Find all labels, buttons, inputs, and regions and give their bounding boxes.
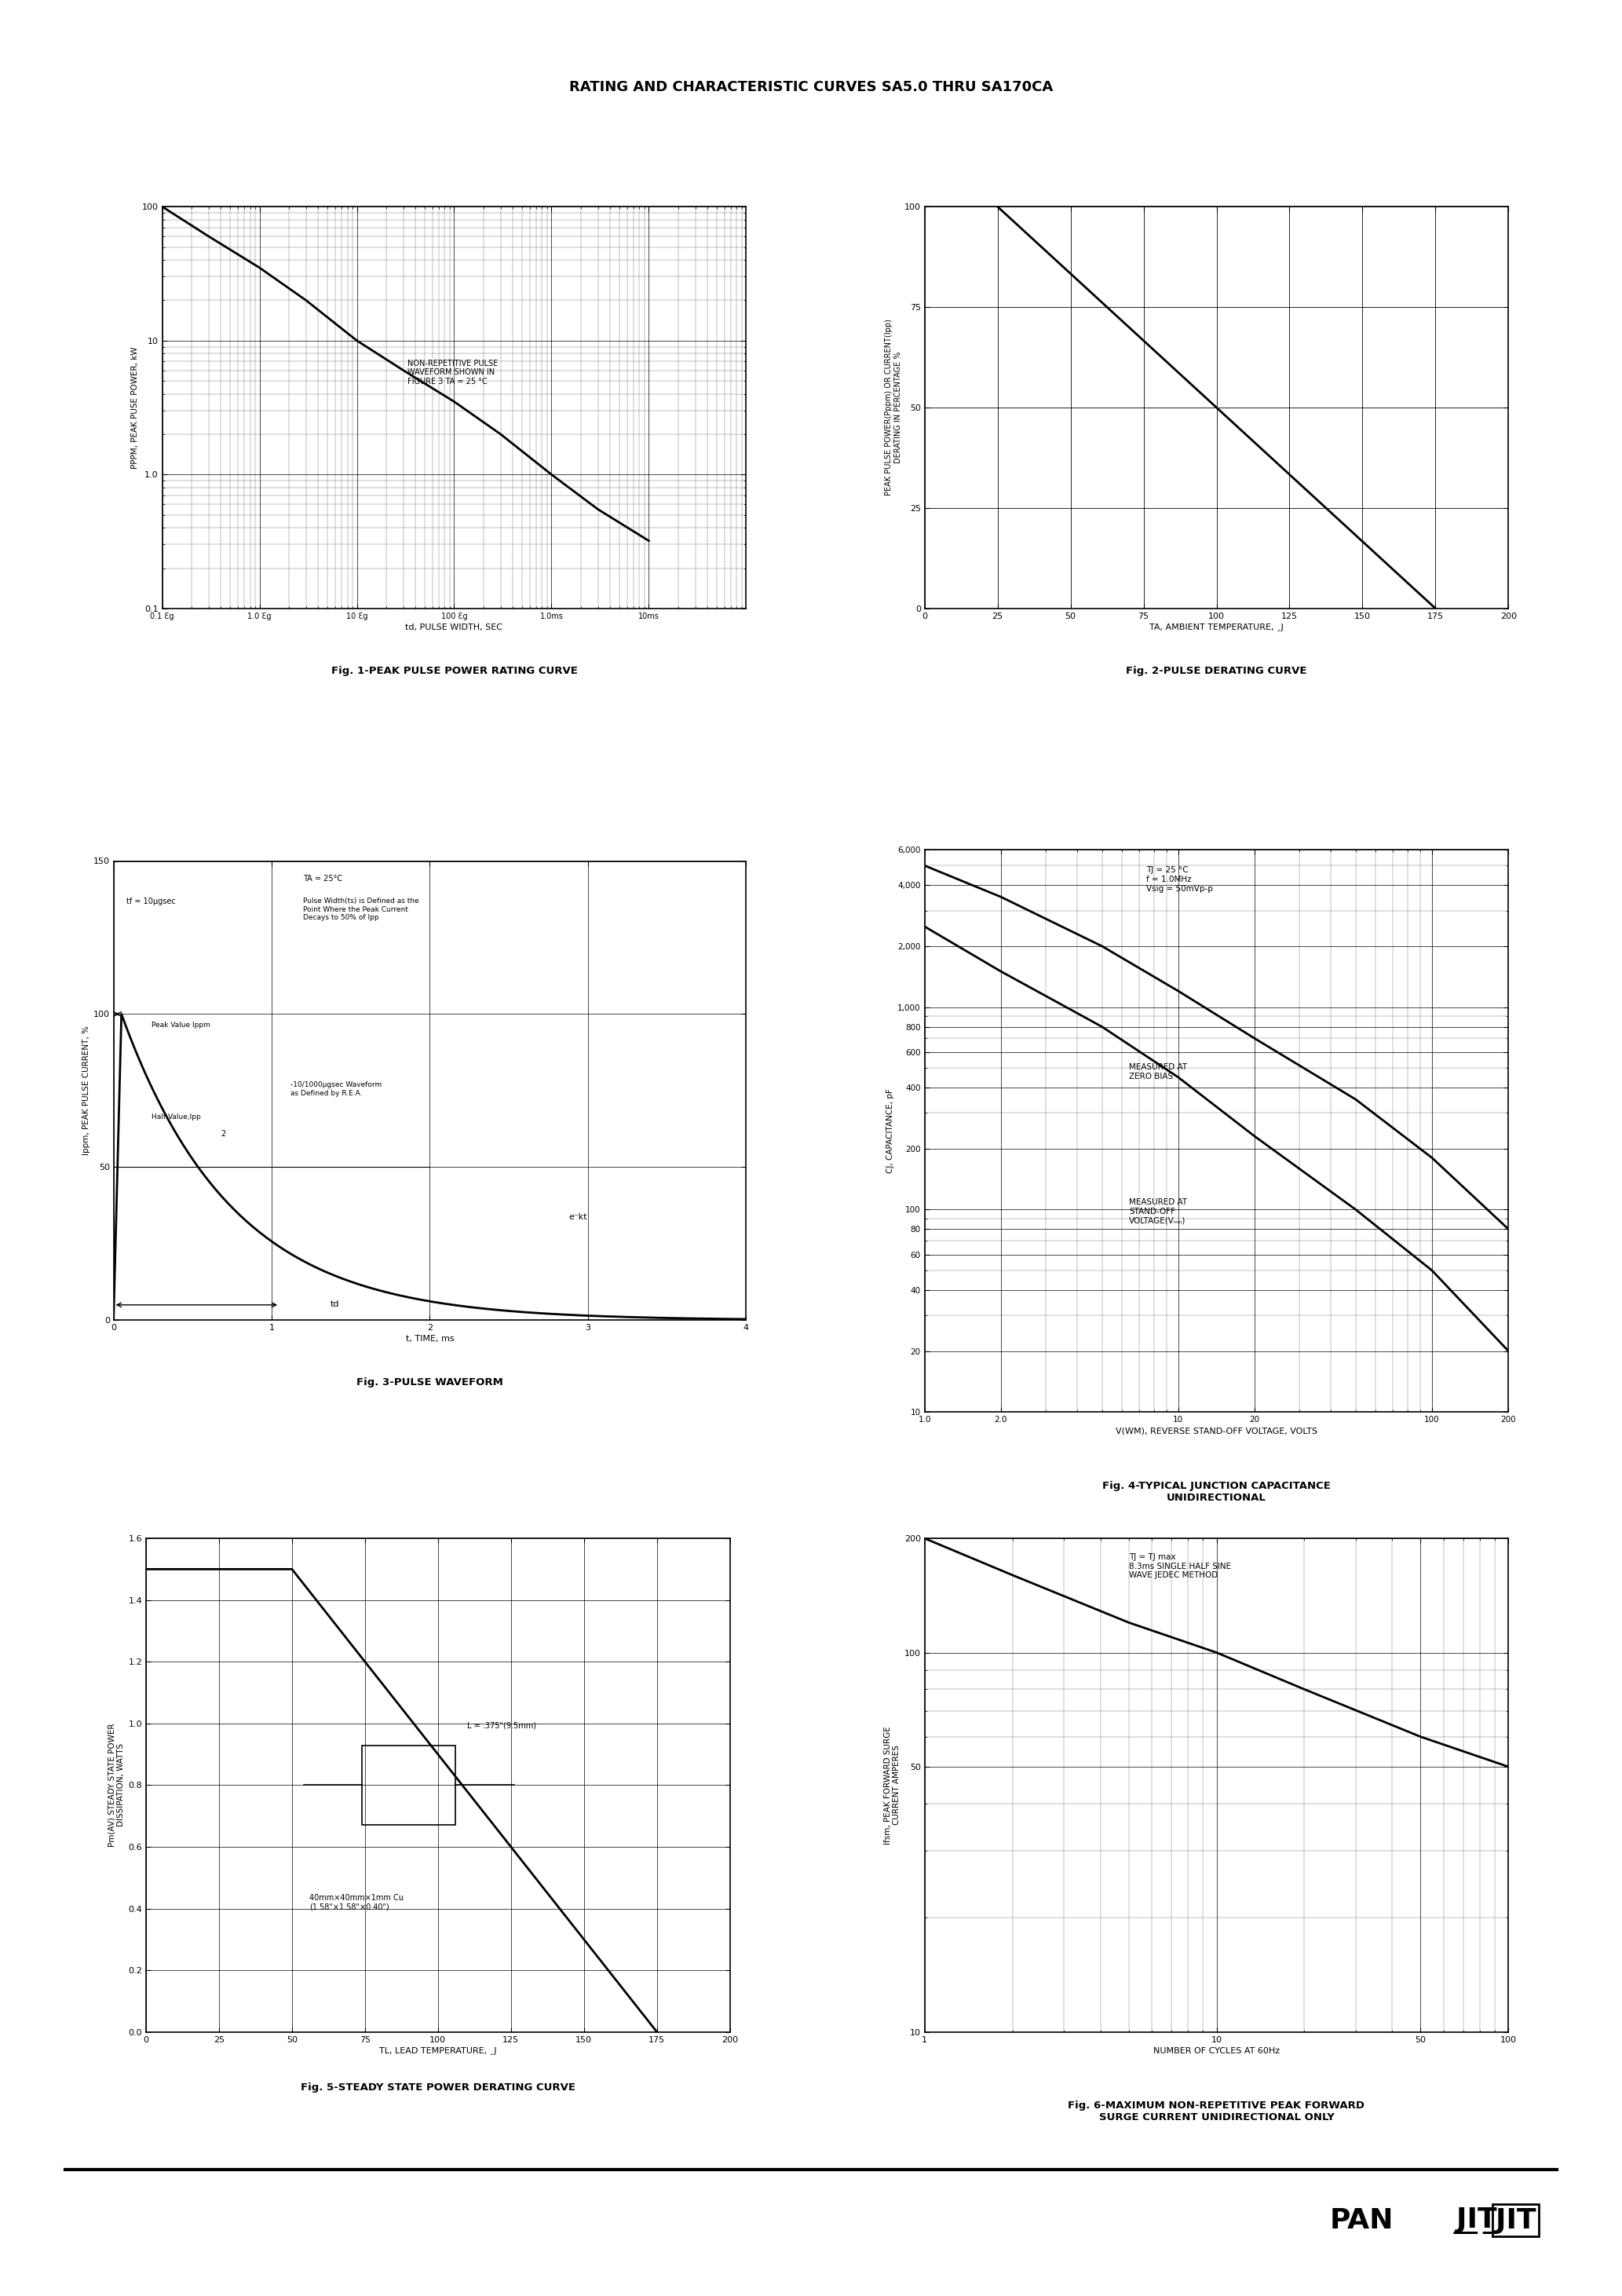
X-axis label: V(WM), REVERSE STAND-OFF VOLTAGE, VOLTS: V(WM), REVERSE STAND-OFF VOLTAGE, VOLTS — [1116, 1428, 1317, 1435]
Text: MEASURED AT
STAND-OFF
VOLTAGE(Vₘₙ): MEASURED AT STAND-OFF VOLTAGE(Vₘₙ) — [1129, 1199, 1187, 1224]
Text: TA = 25°C: TA = 25°C — [303, 875, 342, 882]
Text: Fig. 5-STEADY STATE POWER DERATING CURVE: Fig. 5-STEADY STATE POWER DERATING CURVE — [300, 2082, 576, 2092]
Text: J̲I̲T̲: J̲I̲T̲ — [1457, 2206, 1497, 2234]
X-axis label: TL, LEAD TEMPERATURE, ¸J: TL, LEAD TEMPERATURE, ¸J — [380, 2048, 496, 2055]
Text: TJ = 25 °C
f = 1.0MHz
Vsig = 50mVp-p: TJ = 25 °C f = 1.0MHz Vsig = 50mVp-p — [1147, 866, 1213, 893]
Text: Fig. 3-PULSE WAVEFORM: Fig. 3-PULSE WAVEFORM — [357, 1378, 503, 1387]
X-axis label: TA, AMBIENT TEMPERATURE, ¸J: TA, AMBIENT TEMPERATURE, ¸J — [1150, 625, 1283, 631]
Text: -10/1000μgsec Waveform
as Defined by R.E.A.: -10/1000μgsec Waveform as Defined by R.E… — [290, 1081, 381, 1097]
Y-axis label: Ippm, PEAK PULSE CURRENT, %: Ippm, PEAK PULSE CURRENT, % — [83, 1026, 89, 1155]
Text: L = .375"(9.5mm): L = .375"(9.5mm) — [467, 1722, 537, 1729]
X-axis label: t, TIME, ms: t, TIME, ms — [406, 1336, 454, 1343]
Y-axis label: PEAK PULSE POWER(Pppm) OR CURRENT(Ipp)
DERATING IN PERCENTAGE %: PEAK PULSE POWER(Pppm) OR CURRENT(Ipp) D… — [886, 319, 902, 496]
Text: e⁻kt: e⁻kt — [569, 1212, 587, 1221]
Text: NON-REPETITIVE PULSE
WAVEFORM SHOWN IN
FIGURE 3 TA = 25 °C: NON-REPETITIVE PULSE WAVEFORM SHOWN IN F… — [407, 360, 498, 386]
Text: PAN: PAN — [1330, 2206, 1393, 2234]
Y-axis label: Pm(AV) STEADY STATE POWER
DISSIPATION, WATTS: Pm(AV) STEADY STATE POWER DISSIPATION, W… — [109, 1724, 125, 1846]
X-axis label: td, PULSE WIDTH, SEC: td, PULSE WIDTH, SEC — [406, 625, 503, 631]
Text: MEASURED AT
ZERO BIAS: MEASURED AT ZERO BIAS — [1129, 1063, 1187, 1079]
Text: Fig. 6-MAXIMUM NON-REPETITIVE PEAK FORWARD
SURGE CURRENT UNIDIRECTIONAL ONLY: Fig. 6-MAXIMUM NON-REPETITIVE PEAK FORWA… — [1069, 2101, 1364, 2124]
Text: tf = 10μgsec: tf = 10μgsec — [127, 898, 175, 905]
Bar — [362, 1745, 456, 1825]
Text: Peak Value Ippm: Peak Value Ippm — [151, 1022, 211, 1029]
Text: 2: 2 — [221, 1130, 225, 1139]
Y-axis label: CJ, CAPACITANCE, pF: CJ, CAPACITANCE, pF — [887, 1088, 894, 1173]
Text: 40mm×40mm×1mm Cu
(1.58"×1.58"×0.40"): 40mm×40mm×1mm Cu (1.58"×1.58"×0.40") — [310, 1894, 404, 1910]
Y-axis label: PPPM, PEAK PUSE POWER, kW: PPPM, PEAK PUSE POWER, kW — [131, 347, 138, 468]
Text: td: td — [331, 1300, 339, 1309]
Text: RATING AND CHARACTERISTIC CURVES SA5.0 THRU SA170CA: RATING AND CHARACTERISTIC CURVES SA5.0 T… — [569, 80, 1053, 94]
Text: TJ = TJ max
8.3ms SINGLE HALF SINE
WAVE JEDEC METHOD: TJ = TJ max 8.3ms SINGLE HALF SINE WAVE … — [1129, 1552, 1231, 1580]
Text: Fig. 2-PULSE DERATING CURVE: Fig. 2-PULSE DERATING CURVE — [1126, 666, 1307, 675]
Text: Pulse Width(ts) is Defined as the
Point Where the Peak Current
Decays to 50% of : Pulse Width(ts) is Defined as the Point … — [303, 898, 420, 921]
Text: Fig. 1-PEAK PULSE POWER RATING CURVE: Fig. 1-PEAK PULSE POWER RATING CURVE — [331, 666, 577, 675]
Text: JIT: JIT — [1495, 2206, 1536, 2234]
Y-axis label: Ifsm, PEAK FORWARD SURGE
CURRENT AMPERES: Ifsm, PEAK FORWARD SURGE CURRENT AMPERES — [884, 1727, 900, 1844]
Text: Half Value,Ipp: Half Value,Ipp — [151, 1114, 201, 1120]
X-axis label: NUMBER OF CYCLES AT 60Hz: NUMBER OF CYCLES AT 60Hz — [1153, 2048, 1280, 2055]
Text: Fig. 4-TYPICAL JUNCTION CAPACITANCE
UNIDIRECTIONAL: Fig. 4-TYPICAL JUNCTION CAPACITANCE UNID… — [1103, 1481, 1330, 1504]
